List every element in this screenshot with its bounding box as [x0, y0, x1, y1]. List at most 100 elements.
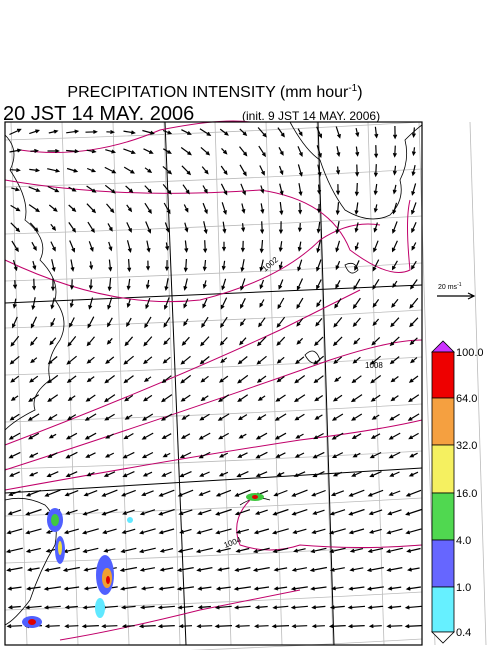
wind-arrow [202, 298, 208, 309]
wind-arrow [12, 298, 17, 309]
wind-arrow [106, 129, 116, 135]
wind-arrow [139, 509, 156, 516]
wind-arrow [85, 129, 98, 134]
wind-arrow [408, 432, 419, 440]
wind-arrow [83, 567, 98, 572]
wind-arrow [295, 356, 305, 365]
parallel [4, 356, 423, 376]
wind-arrow [298, 183, 303, 197]
wind-arrow [29, 168, 41, 173]
wind-arrow [256, 375, 267, 383]
wind-arrow [366, 566, 384, 572]
wind-arrow [347, 624, 365, 629]
wind-arrow [240, 240, 245, 253]
wind-arrow [66, 355, 77, 365]
wind-arrow [258, 145, 266, 158]
wind-arrow [386, 624, 403, 629]
wind-arrow [69, 299, 74, 309]
wind-arrow [331, 452, 344, 458]
wind-arrow [391, 260, 398, 271]
wind-arrow [161, 433, 172, 439]
wind-arrow [25, 547, 41, 553]
wind-arrow [390, 376, 399, 383]
wind-arrow [351, 375, 362, 384]
wind-arrow [25, 489, 42, 497]
wind-arrow [125, 185, 134, 194]
wind-arrow [297, 223, 303, 233]
wind-arrow [237, 356, 248, 365]
wind-arrow [392, 280, 398, 289]
wind-arrow [67, 336, 77, 347]
wind-arrow [123, 130, 136, 135]
wind-arrow [313, 355, 324, 365]
wind-arrow [179, 528, 192, 534]
wind-arrow [28, 452, 39, 458]
wind-arrow [335, 184, 341, 196]
wind-arrow [239, 128, 248, 137]
wind-arrow [407, 567, 420, 572]
wind-arrow [411, 183, 417, 196]
wind-arrow [347, 605, 366, 610]
wind-arrow [162, 184, 172, 195]
wind-arrow [144, 167, 153, 174]
wind-arrow [64, 490, 79, 497]
wind-arrow [87, 221, 95, 234]
parallel [4, 450, 423, 470]
wind-arrow [50, 318, 56, 327]
wind-arrow [163, 337, 171, 346]
wind-arrow [255, 471, 268, 477]
wind-arrow [88, 297, 94, 310]
wind-arrow [259, 299, 265, 308]
wind-arrow [201, 316, 209, 328]
map-area: 1002 1008 1004 [4, 120, 487, 650]
wind-arrow [330, 490, 345, 497]
wind-arrow [260, 221, 265, 235]
wind-arrow [335, 202, 340, 216]
wind-arrow [411, 242, 417, 251]
wind-arrow [158, 586, 175, 591]
wind-arrow [387, 586, 402, 591]
wind-arrow [25, 508, 42, 516]
wind-arrow [217, 567, 230, 572]
parallel [4, 121, 423, 141]
wind-arrow [105, 149, 117, 154]
wind-arrow [7, 509, 22, 516]
wind-arrow [121, 528, 136, 534]
parallel [4, 403, 423, 423]
wind-arrow [47, 168, 61, 173]
wind-arrow [220, 165, 228, 176]
wind-arrow [295, 433, 304, 439]
wind-arrow [271, 624, 290, 629]
wind-vectors [5, 125, 422, 629]
wind-arrow [274, 413, 287, 421]
wind-arrow [180, 394, 191, 402]
colorbar-label: 32.0 [456, 440, 477, 452]
wind-arrow [142, 471, 153, 477]
wind-arrow [139, 567, 156, 572]
wind-arrow [388, 451, 401, 459]
wind-arrow [105, 433, 114, 439]
wind-arrow [12, 316, 18, 329]
wind-arrow [241, 223, 246, 233]
wind-arrow [31, 278, 37, 291]
wind-arrow [198, 490, 211, 496]
wind-arrow [353, 278, 361, 291]
wind-arrow [214, 624, 233, 629]
wind-arrow [279, 202, 284, 216]
wind-arrow [237, 414, 248, 421]
wind-arrow [106, 203, 115, 214]
wind-arrow [278, 279, 284, 290]
wind-arrow [392, 221, 398, 234]
wind-arrow [161, 375, 172, 384]
wind-arrow [104, 166, 117, 174]
wind-arrow [202, 259, 207, 272]
wind-arrow [215, 547, 231, 553]
wind-arrow [411, 221, 417, 234]
wind-arrow [47, 394, 59, 402]
wind-arrow [123, 166, 135, 174]
wind-arrow [310, 586, 327, 591]
wind-arrow [374, 145, 379, 159]
wind-arrow [372, 278, 380, 290]
wind-arrow [385, 547, 403, 554]
wind-arrow [276, 336, 286, 346]
